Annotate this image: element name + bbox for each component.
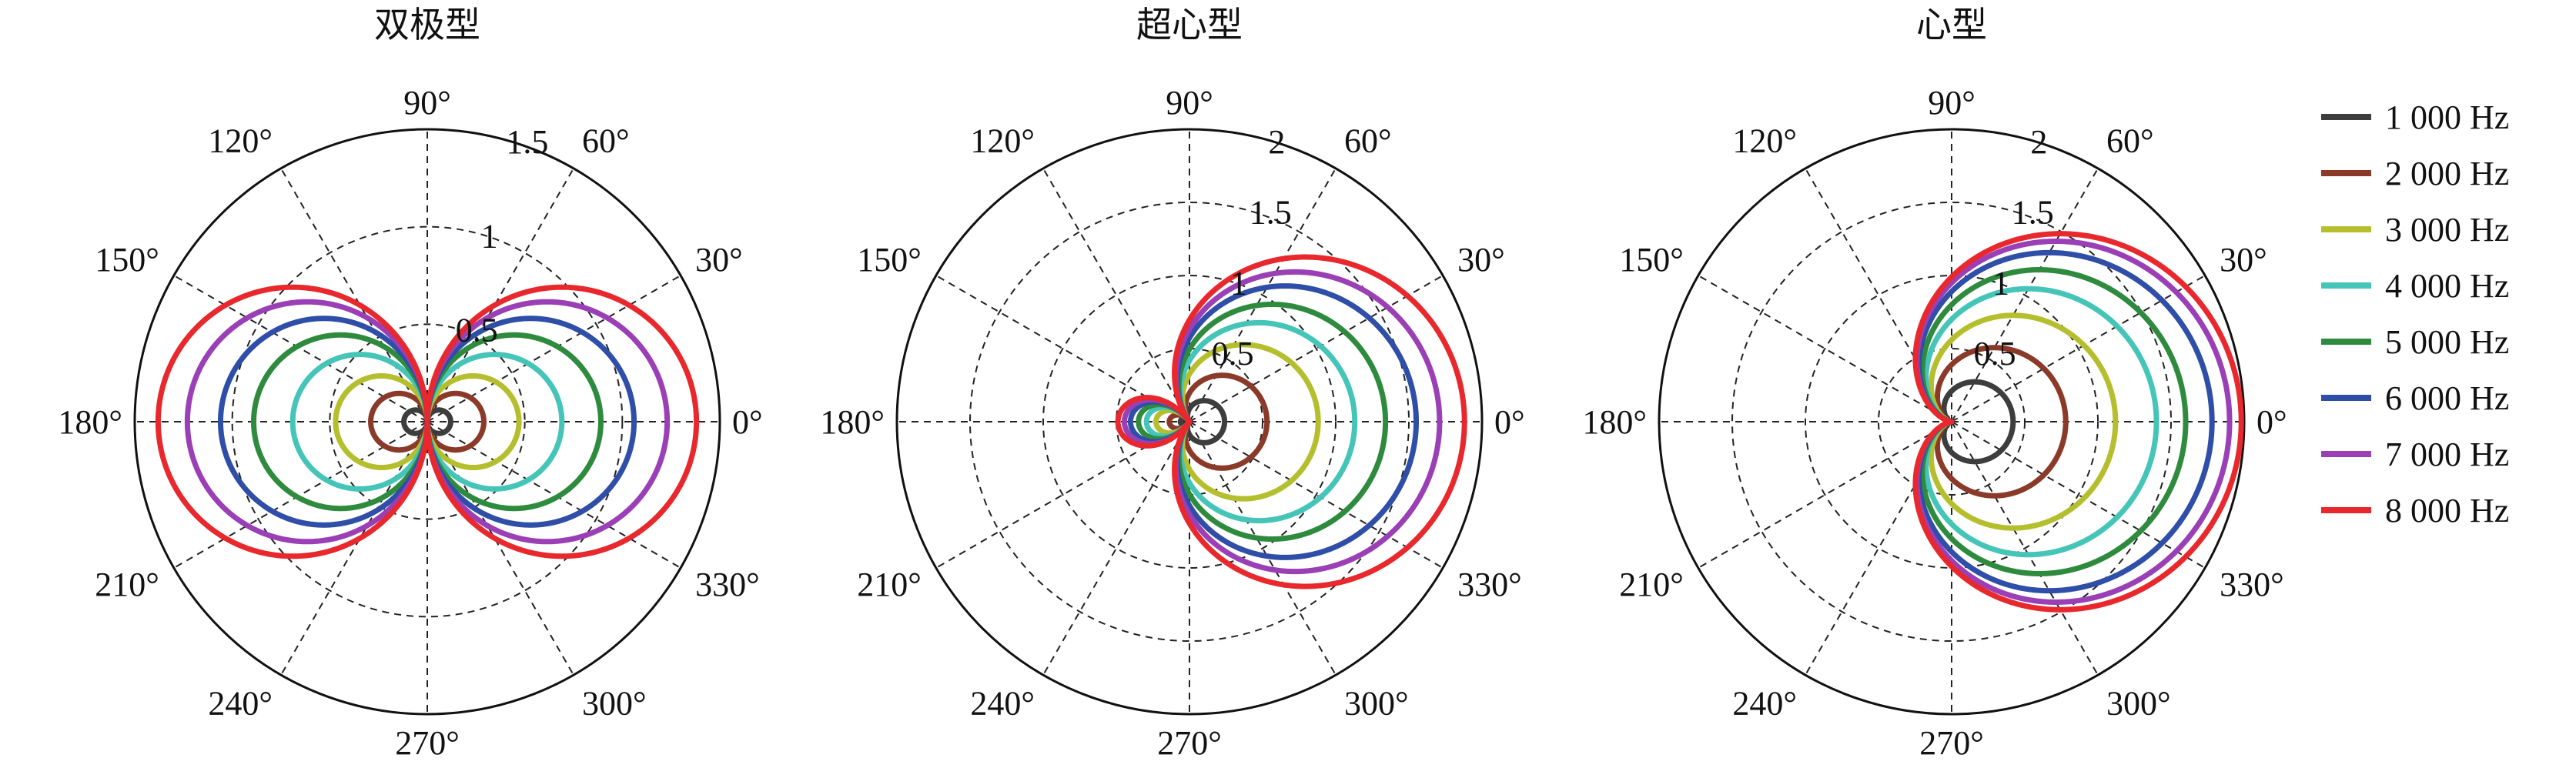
series-line-5000hz (251, 332, 604, 512)
radial-tick-label: 1 (1230, 264, 1247, 302)
angle-tick-label: 270° (395, 724, 460, 762)
radial-tick-label: 1 (481, 217, 498, 255)
legend-label: 4 000 Hz (2385, 267, 2509, 305)
angle-tick-label: 300° (582, 684, 647, 722)
chart-title: 双极型 (374, 4, 480, 45)
angle-tick-label: 90° (1166, 84, 1213, 122)
polar-chart-1: 双极型 0.5 1 1.5 0° 30° 60° 90° 120° 150° 180° 210° 240… (58, 4, 762, 762)
series-line-8000hz (155, 284, 700, 559)
series-line-4000hz (289, 352, 565, 492)
legend-label: 8 000 Hz (2385, 492, 2509, 529)
legend-label: 5 000 Hz (2385, 323, 2509, 361)
series-line-7000hz (1122, 269, 1443, 575)
polar-frame (1658, 128, 2246, 716)
legend-label: 2 000 Hz (2385, 155, 2509, 192)
angle-tick-label: 270° (1919, 724, 1984, 762)
angle-tick-label: 90° (1928, 84, 1975, 122)
series-line-2000hz (1166, 372, 1270, 471)
angle-tick-label: 120° (970, 122, 1035, 160)
angle-tick-label: 240° (208, 684, 273, 722)
series-line-2000hz (368, 390, 487, 453)
radial-tick-label: 0.5 (1974, 335, 2016, 372)
series-line-8000hz (1912, 231, 2244, 613)
radial-tick-label: 2 (1268, 123, 1285, 161)
angle-tick-label: 30° (2220, 241, 2267, 279)
angle-tick-label: 120° (1732, 122, 1797, 160)
series-line-1000hz (1177, 398, 1228, 446)
legend-label: 1 000 Hz (2385, 99, 2509, 136)
polar-chart-3: 心型 0.5 11.5 2 0° 30° 60° 90° 120° 150° 180° 210° 240… (1582, 4, 2287, 762)
angle-tick-label: 150° (95, 241, 159, 279)
angle-tick-label: 180° (820, 403, 885, 441)
radial-gridline (1805, 275, 2099, 569)
polar-frame (895, 128, 1484, 716)
radial-tick-label: 1.5 (1250, 194, 1292, 232)
radial-gridline (231, 225, 624, 618)
radial-tick-label: 1.5 (2012, 194, 2054, 232)
angle-tick-label: 330° (2220, 566, 2284, 603)
angle-tick-label: 120° (208, 122, 273, 160)
polar-frame (133, 128, 721, 716)
angle-tick-label: 210° (1619, 566, 1684, 603)
angle-tick-label: 210° (857, 566, 922, 603)
angle-tick-label: 30° (695, 241, 743, 279)
angle-tick-label: 180° (58, 403, 122, 441)
radial-gridline (1731, 202, 2172, 642)
radial-tick-label: 0.5 (1212, 335, 1254, 372)
chart-title: 超心型 (1136, 4, 1243, 45)
radial-tick-label: 1.5 (506, 123, 548, 161)
angle-tick-label: 0° (732, 403, 763, 441)
radial-tick-label: 1 (1992, 264, 2009, 302)
angle-tick-label: 180° (1582, 403, 1647, 441)
series-line-5000hz (1136, 301, 1389, 543)
series-line-1000hz (401, 407, 453, 436)
angle-tick-label: 300° (1344, 684, 1409, 722)
angular-gridline (1042, 168, 1190, 422)
angle-tick-label: 150° (857, 241, 922, 279)
angle-tick-label: 0° (2257, 403, 2287, 441)
legend: 1 000 Hz 2 000 Hz 3 000 Hz 4 000 Hz 5 000 Hz… (2321, 99, 2509, 529)
series-line-8000hz (1115, 254, 1467, 589)
legend-label: 7 000 Hz (2385, 436, 2509, 473)
legend-label: 3 000 Hz (2385, 211, 2509, 249)
series-line-6000hz (1127, 283, 1419, 560)
radial-gridline (969, 202, 1410, 642)
series-line-6000hz (217, 316, 637, 528)
angle-tick-label: 240° (970, 684, 1035, 722)
angle-tick-label: 330° (1457, 566, 1522, 603)
radial-tick-label: 0.5 (456, 312, 498, 349)
angle-tick-label: 60° (582, 122, 630, 160)
angle-tick-label: 240° (1732, 684, 1797, 722)
angle-tick-label: 150° (1619, 241, 1684, 279)
legend-label: 6 000 Hz (2385, 379, 2509, 417)
angle-tick-label: 60° (1344, 122, 1392, 160)
radial-tick-label: 2 (2030, 123, 2047, 161)
angle-tick-label: 30° (1457, 241, 1505, 279)
angular-gridline (1042, 421, 1190, 676)
radial-gridline (1042, 275, 1337, 569)
angle-tick-label: 60° (2106, 122, 2154, 160)
series-line-3000hz (1153, 342, 1321, 502)
chart-title: 心型 (1916, 4, 1987, 45)
angle-tick-label: 270° (1157, 724, 1222, 762)
series-line-4000hz (1143, 319, 1358, 524)
series-line-7000hz (184, 299, 671, 545)
radial-gridline (329, 323, 526, 520)
angle-tick-label: 300° (2106, 684, 2171, 722)
angle-tick-label: 0° (1494, 403, 1525, 441)
angle-tick-label: 330° (695, 566, 760, 603)
angle-tick-label: 210° (95, 566, 159, 603)
polar-chart-2: 超心型 0.5 11.5 2 0° 30° 60° 90° 120° 150° 180° 210° 24… (820, 4, 1524, 762)
series-line-3000hz (333, 372, 522, 471)
radial-gridline (1878, 348, 2026, 496)
angle-tick-label: 90° (403, 84, 451, 122)
